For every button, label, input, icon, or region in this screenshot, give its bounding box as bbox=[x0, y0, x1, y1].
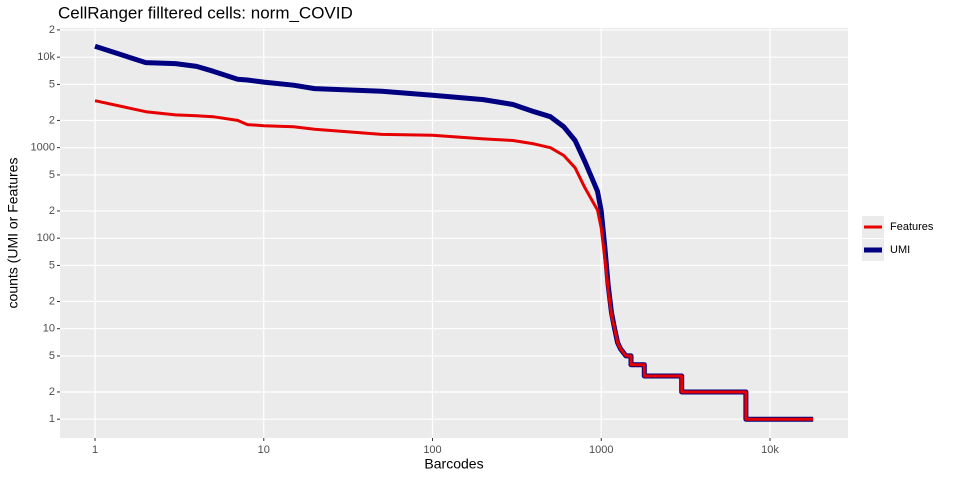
y-tick-label: 1 bbox=[49, 413, 55, 425]
y-tick-label: 5 bbox=[49, 350, 55, 362]
y-tick-label: 10 bbox=[43, 323, 55, 335]
legend-label: UMI bbox=[890, 244, 910, 256]
legend-label: Features bbox=[890, 221, 934, 233]
y-tick-label: 2 bbox=[49, 205, 55, 217]
x-tick-label: 100 bbox=[423, 444, 441, 456]
x-tick-label: 1000 bbox=[589, 444, 613, 456]
y-tick-label: 2 bbox=[49, 24, 55, 36]
x-tick-label: 10k bbox=[761, 444, 779, 456]
y-tick-label: 5 bbox=[49, 169, 55, 181]
y-tick-label: 2 bbox=[49, 114, 55, 126]
x-tick-label: 1 bbox=[92, 444, 98, 456]
y-tick-label: 2 bbox=[49, 386, 55, 398]
y-tick-label: 1000 bbox=[31, 142, 55, 154]
plot-panel bbox=[60, 28, 848, 438]
series-line bbox=[94, 99, 814, 421]
y-tick-label: 2 bbox=[49, 295, 55, 307]
y-tick-label: 5 bbox=[49, 259, 55, 271]
y-tick-label: 100 bbox=[37, 232, 55, 244]
x-tick-label: 10 bbox=[258, 444, 270, 456]
chart-title: CellRanger filltered cells: norm_COVID bbox=[58, 3, 353, 22]
y-tick-label: 10k bbox=[37, 51, 55, 63]
y-axis-label: counts (UMI or Features bbox=[5, 158, 21, 309]
y-tick-label: 5 bbox=[49, 78, 55, 90]
x-axis-label: Barcodes bbox=[424, 456, 483, 472]
